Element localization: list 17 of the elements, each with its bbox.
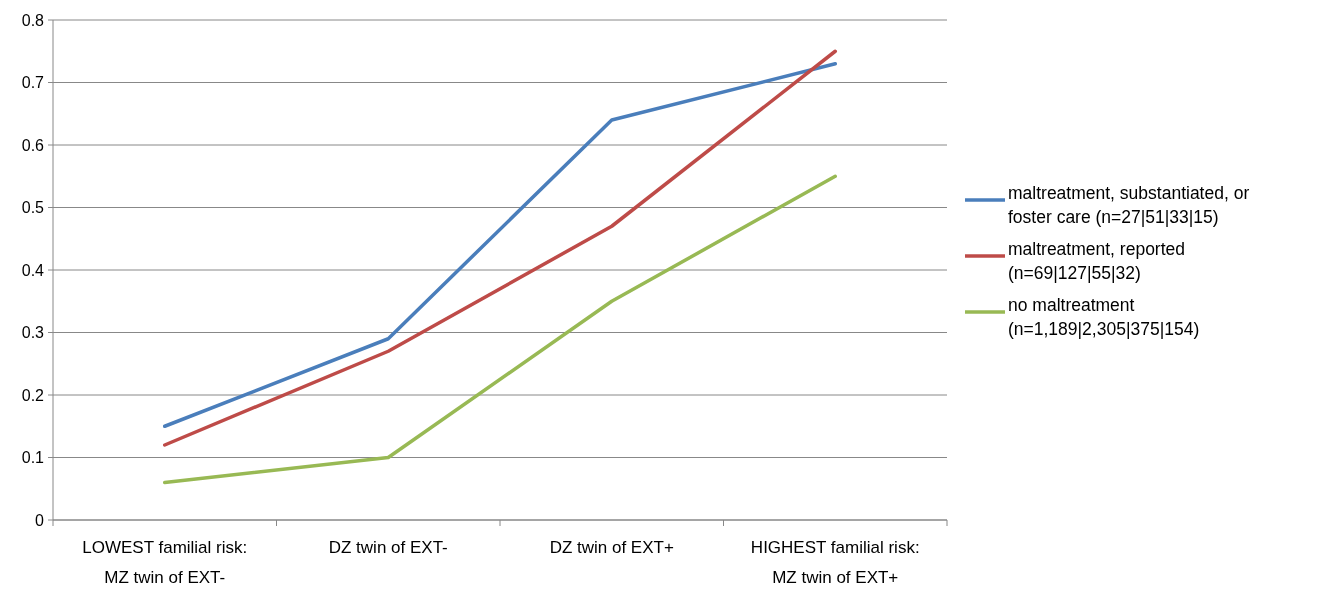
y-tick-label: 0.4	[21, 261, 45, 279]
y-tick-label: 0.5	[21, 199, 45, 217]
y-tick-label: 0	[35, 511, 45, 529]
x-tick-label: LOWEST familial risk: MZ twin of EXT-	[82, 538, 248, 587]
legend-label: maltreatment, substantiated, or foster care (n=27|51|33|15)	[1008, 183, 1250, 228]
y-tick-label: 0.1	[21, 449, 45, 467]
x-tick-label: DZ twin of EXT+	[549, 538, 674, 557]
legend-label: no maltreatment (n=1,189|2,305|375|154)	[1008, 295, 1200, 340]
y-tick-label: 0.7	[21, 74, 45, 92]
y-tick-label: 0.3	[21, 324, 45, 342]
x-tick-label: HIGHEST familial risk: MZ twin of EXT+	[750, 538, 920, 587]
y-tick-label: 0.2	[21, 386, 45, 404]
y-tick-label: 0.8	[21, 11, 45, 29]
line-series	[163, 174, 837, 485]
x-tick-label: DZ twin of EXT-	[328, 538, 448, 557]
y-tick-label: 0.6	[21, 136, 45, 154]
legend-label: maltreatment, reported (n=69|127|55|32)	[1008, 239, 1186, 284]
